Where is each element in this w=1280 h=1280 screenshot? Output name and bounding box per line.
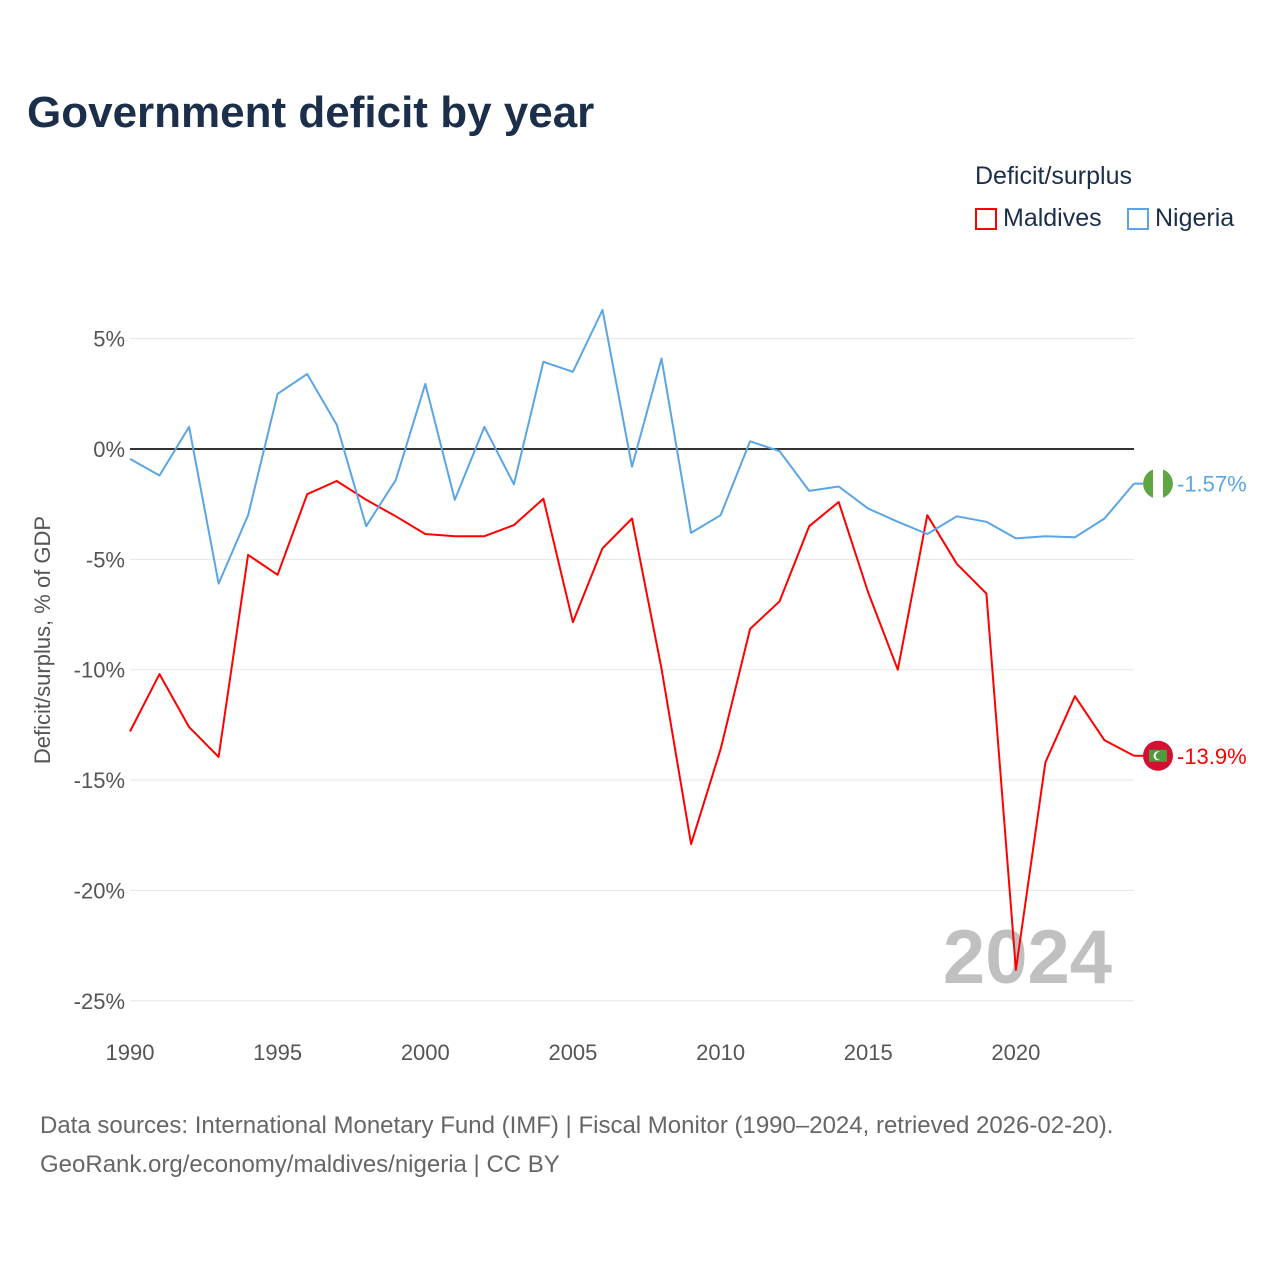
x-tick-label: 1990: [106, 1040, 155, 1065]
y-tick-label: -10%: [74, 658, 125, 683]
x-tick-label: 2000: [401, 1040, 450, 1065]
series-line-maldives: [129, 480, 1135, 971]
y-tick-label: 0%: [93, 437, 125, 462]
legend-item-nigeria[interactable]: Nigeria: [1127, 204, 1234, 233]
end-value-label: -1.57%: [1177, 472, 1247, 497]
year-watermark: 2024: [943, 915, 1112, 1000]
flag-nigeria-stripe: [1163, 469, 1173, 498]
x-tick-label: 2005: [548, 1040, 597, 1065]
y-axis-label: Deficit/surplus, % of GDP: [30, 516, 55, 764]
flag-maldives-crescent-cut: [1155, 751, 1164, 760]
y-tick-label: -5%: [86, 547, 125, 572]
y-tick-label: -20%: [74, 878, 125, 903]
x-tick-label: 1995: [253, 1040, 302, 1065]
series-line-nigeria: [129, 309, 1135, 585]
legend-label: Maldives: [1003, 204, 1102, 232]
x-tick-label: 2015: [844, 1040, 893, 1065]
end-value-label: -13.9%: [1177, 744, 1247, 769]
y-tick-label: 5%: [93, 327, 125, 352]
source-text: Data sources: International Monetary Fun…: [40, 1112, 1114, 1139]
footer: Data sources: International Monetary Fun…: [40, 1106, 1113, 1184]
legend-swatch: [1127, 207, 1149, 230]
attribution-text: GeoRank.org/economy/maldives/nigeria | C…: [40, 1151, 560, 1178]
y-tick-label: -15%: [74, 768, 125, 793]
y-tick-label: -25%: [74, 989, 125, 1014]
flag-nigeria-stripe: [1143, 469, 1153, 498]
chart-title: Government deficit by year: [27, 88, 595, 137]
legend-swatch: [975, 207, 997, 230]
legend-item-maldives[interactable]: Maldives: [975, 204, 1102, 233]
x-tick-label: 2010: [696, 1040, 745, 1065]
legend-label: Nigeria: [1155, 204, 1235, 232]
x-tick-label: 2020: [991, 1040, 1040, 1065]
legend-title: Deficit/surplus: [975, 162, 1132, 190]
